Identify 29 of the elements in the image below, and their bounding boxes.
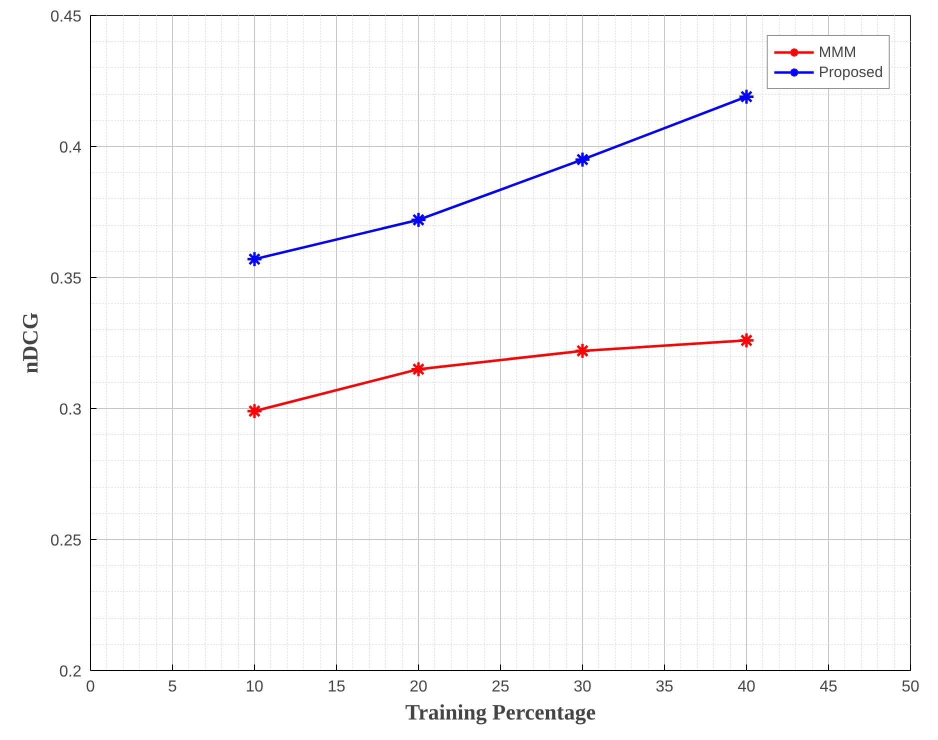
point (574, 342, 591, 360)
legend-label: MMM (818, 44, 856, 60)
x-tick-label: 0 (86, 678, 96, 696)
point (246, 250, 263, 268)
x-tick-label: 25 (492, 678, 510, 696)
x-tick-label: 15 (328, 678, 346, 696)
x-tick-label: 20 (410, 678, 428, 696)
point (410, 360, 427, 378)
y-tick-label: 0.4 (59, 140, 82, 156)
x-tick-label: 35 (656, 678, 674, 696)
x-tick-label: 30 (574, 678, 592, 696)
x-tick-label: 50 (902, 678, 920, 696)
point (410, 212, 427, 228)
y-tick-label: 0.35 (50, 270, 82, 288)
x-tick-label: 10 (246, 678, 264, 696)
legend-label: Proposed (818, 64, 883, 80)
x-tick-label: 5 (168, 678, 178, 696)
x-axis-title: Training Percentage (405, 700, 596, 724)
point (246, 402, 263, 420)
point (738, 332, 755, 349)
point (574, 151, 591, 168)
y-tick-label: 0.2 (59, 664, 82, 680)
y-tick-label: 0.3 (59, 402, 82, 418)
point (738, 88, 755, 105)
y-axis-title: nDCG (17, 312, 42, 374)
y-tick-label: 0.25 (50, 532, 82, 550)
x-tick-label: 45 (820, 678, 838, 696)
y-tick-label: 0.45 (50, 8, 82, 26)
x-tick-label: 40 (738, 678, 756, 696)
